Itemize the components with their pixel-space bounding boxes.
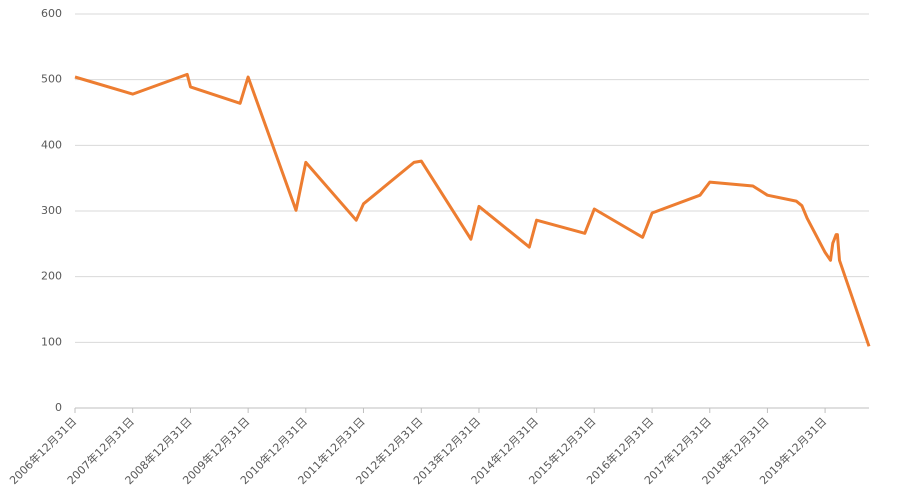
- line-series: [74, 72, 871, 347]
- y-tick-label: 500: [41, 73, 62, 86]
- y-tick-label: 300: [41, 204, 62, 217]
- y-tick-label: 600: [41, 7, 62, 20]
- y-tick-label: 100: [41, 335, 62, 348]
- y-tick-label: 0: [55, 401, 62, 414]
- y-tick-label: 200: [41, 270, 62, 283]
- y-tick-label: 400: [41, 138, 62, 151]
